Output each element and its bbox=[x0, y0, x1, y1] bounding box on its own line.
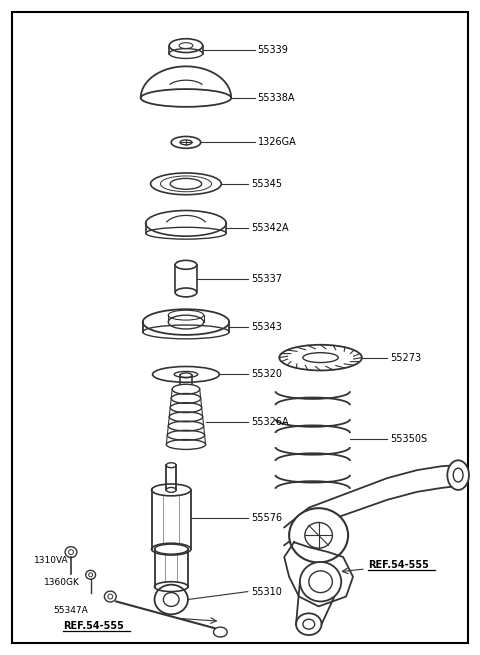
Text: 55576: 55576 bbox=[251, 513, 282, 523]
Text: 55347A: 55347A bbox=[53, 606, 88, 615]
Text: 55320: 55320 bbox=[251, 369, 282, 379]
Ellipse shape bbox=[289, 508, 348, 563]
Ellipse shape bbox=[296, 613, 322, 635]
Text: 1360GK: 1360GK bbox=[44, 578, 79, 588]
Text: 55345: 55345 bbox=[251, 179, 282, 189]
Text: 55350S: 55350S bbox=[390, 434, 428, 443]
Text: 55273: 55273 bbox=[390, 352, 421, 363]
Ellipse shape bbox=[309, 571, 332, 593]
Text: 55337: 55337 bbox=[251, 274, 282, 284]
Text: REF.54-555: REF.54-555 bbox=[368, 560, 429, 570]
Text: 1310VA: 1310VA bbox=[34, 555, 68, 565]
Text: 55326A: 55326A bbox=[251, 417, 288, 427]
Text: 55339: 55339 bbox=[258, 45, 288, 54]
Ellipse shape bbox=[453, 468, 463, 482]
Ellipse shape bbox=[305, 523, 332, 548]
Text: REF.54-555: REF.54-555 bbox=[63, 621, 124, 631]
Text: 55342A: 55342A bbox=[251, 223, 288, 233]
Ellipse shape bbox=[447, 460, 469, 490]
Text: 55338A: 55338A bbox=[258, 93, 295, 103]
Polygon shape bbox=[284, 542, 353, 607]
Text: 55310: 55310 bbox=[251, 587, 282, 597]
Ellipse shape bbox=[303, 619, 315, 629]
Ellipse shape bbox=[300, 562, 341, 601]
Text: 55343: 55343 bbox=[251, 322, 282, 332]
Text: 1326GA: 1326GA bbox=[258, 138, 297, 147]
